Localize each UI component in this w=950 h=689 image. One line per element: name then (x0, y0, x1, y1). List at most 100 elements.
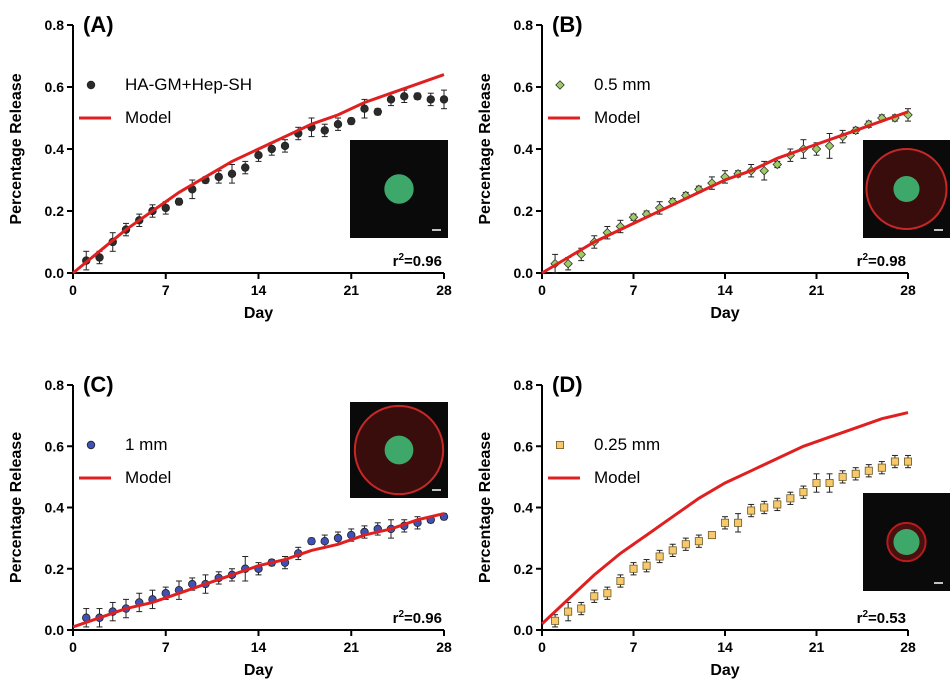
x-tick-label: 7 (162, 282, 170, 298)
data-point (564, 607, 573, 616)
data-series (551, 454, 913, 628)
data-point (734, 518, 743, 527)
y-tick-label: 0.8 (45, 377, 65, 393)
x-tick-label: 21 (343, 282, 359, 298)
data-point (360, 104, 369, 113)
data-point (811, 144, 822, 154)
y-tick-label: 0.0 (514, 622, 534, 638)
x-axis-title: Day (710, 662, 739, 679)
data-point (333, 119, 343, 129)
data-point (161, 203, 170, 213)
panel-label: (D) (552, 372, 583, 397)
data-point (439, 95, 449, 104)
y-tick-label: 0.4 (45, 500, 65, 516)
green-core (893, 528, 920, 556)
data-point (629, 564, 638, 573)
y-tick-label: 0.6 (514, 438, 534, 454)
x-tick-label: 7 (162, 639, 170, 655)
data-point (825, 478, 834, 487)
model-line (72, 73, 445, 275)
fluorescence-image (350, 402, 448, 498)
x-tick-label: 21 (343, 639, 359, 655)
x-tick-label: 7 (630, 639, 638, 655)
panel-b: 0.0 0.2 0.4 0.6 0.8 0 7 14 21 28 Day Percentage Rel… (477, 12, 950, 322)
x-tick-label: 28 (900, 639, 916, 655)
data-point (851, 469, 860, 478)
data-point (694, 537, 703, 546)
data-point (760, 503, 769, 512)
data-point (603, 589, 612, 598)
legend: HA-GM+Hep-SH Model (79, 75, 252, 127)
legend-label: Model (125, 468, 171, 487)
panel-label: (A) (83, 12, 114, 37)
panel-d: 0.0 0.2 0.4 0.6 0.8 0 7 14 21 28 Day Percentage Rel… (477, 372, 950, 679)
data-point (628, 212, 639, 222)
legend-marker (86, 80, 96, 90)
y-tick-label: 0.2 (514, 561, 534, 577)
data-point (799, 488, 808, 497)
fluorescence-image (863, 140, 950, 238)
x-tick-label: 7 (630, 282, 638, 298)
y-tick-label: 0.0 (45, 265, 65, 281)
panel-label: (B) (552, 12, 583, 37)
data-point (227, 169, 237, 178)
legend-label: Model (125, 108, 171, 127)
data-point (307, 536, 316, 546)
panel-c: 0.0 0.2 0.4 0.6 0.8 0 7 14 21 28 Day Percentage Rel… (8, 372, 452, 679)
legend: 0.5 mm Model (548, 75, 651, 127)
panel-a: 0.0 0.2 0.4 0.6 0.8 0 7 14 21 28 Day Percentage Rel… (8, 12, 452, 322)
legend-marker (86, 440, 96, 450)
data-point (214, 172, 223, 182)
data-point (616, 577, 625, 586)
data-point (759, 165, 769, 176)
data-point (280, 141, 290, 151)
data-point (773, 500, 782, 509)
data-point (655, 552, 664, 561)
data-point (812, 478, 821, 487)
panel-label: (C) (83, 372, 114, 397)
legend-label: 0.25 mm (594, 435, 660, 454)
x-tick-label: 21 (809, 639, 825, 655)
legend-label: 0.5 mm (594, 75, 651, 94)
y-tick-label: 0.2 (45, 203, 65, 219)
green-core (384, 174, 414, 204)
data-point (904, 457, 913, 466)
r-squared-label: r2=0.96 (393, 252, 442, 270)
data-point (668, 546, 677, 555)
legend-label: HA-GM+Hep-SH (125, 75, 252, 94)
r-squared-label: r2=0.98 (857, 252, 906, 270)
green-core (893, 175, 920, 203)
data-point (400, 92, 409, 101)
data-point (95, 253, 104, 262)
r-squared-label: r2=0.96 (393, 609, 442, 627)
x-axis-title: Day (710, 305, 739, 322)
y-axis-title: Percentage Release (477, 73, 494, 224)
data-point (320, 126, 329, 135)
y-tick-label: 0.6 (45, 79, 65, 95)
legend-label: 1 mm (125, 435, 168, 454)
data-point (642, 561, 651, 570)
x-tick-label: 21 (809, 282, 825, 298)
legend-marker (555, 80, 565, 90)
x-tick-label: 14 (251, 282, 267, 298)
data-point (254, 150, 263, 160)
data-point (772, 159, 783, 170)
y-tick-label: 0.8 (514, 17, 534, 33)
data-point (373, 107, 382, 116)
y-tick-label: 0.6 (45, 438, 65, 454)
data-point (267, 144, 276, 154)
data-point (413, 92, 422, 101)
x-tick-label: 28 (436, 639, 452, 655)
x-tick-label: 0 (69, 282, 77, 298)
x-axis-title: Day (244, 662, 273, 679)
legend: 0.25 mm Model (548, 435, 660, 487)
data-point (347, 116, 356, 126)
y-tick-label: 0.2 (514, 203, 534, 219)
data-point (747, 506, 756, 515)
x-tick-label: 0 (538, 639, 546, 655)
legend-marker (556, 440, 565, 449)
r-squared-label: r2=0.53 (857, 609, 906, 627)
y-axis-title: Percentage Release (477, 432, 494, 583)
x-tick-label: 14 (251, 639, 267, 655)
